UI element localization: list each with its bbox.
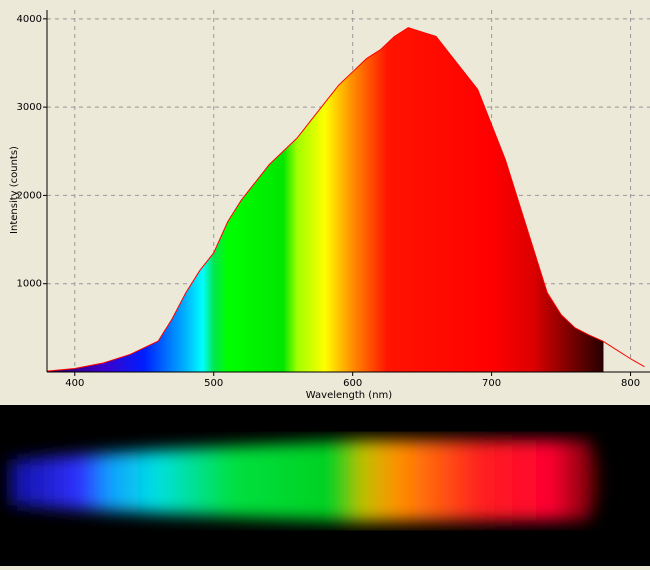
y-tick-label: 4000 bbox=[17, 14, 42, 25]
y-tick-label: 1000 bbox=[17, 279, 42, 290]
x-axis-label: Wavelength (nm) bbox=[306, 390, 392, 401]
x-tick-label: 400 bbox=[65, 378, 84, 389]
plot: 400 500 600 700 800 1000 2000 3000 4000 bbox=[17, 10, 650, 389]
x-tick-label: 500 bbox=[204, 378, 223, 389]
y-axis-label: Intensity (counts) bbox=[9, 146, 20, 234]
x-tick-label: 800 bbox=[621, 378, 640, 389]
x-tick-label: 600 bbox=[343, 378, 362, 389]
x-tick-label: 700 bbox=[482, 378, 501, 389]
area bbox=[47, 27, 645, 372]
line bbox=[46, 27, 645, 372]
y-tick-label: 3000 bbox=[17, 102, 42, 113]
y-tick-label: 2000 bbox=[17, 190, 42, 201]
spectrum-photo bbox=[10, 440, 598, 522]
